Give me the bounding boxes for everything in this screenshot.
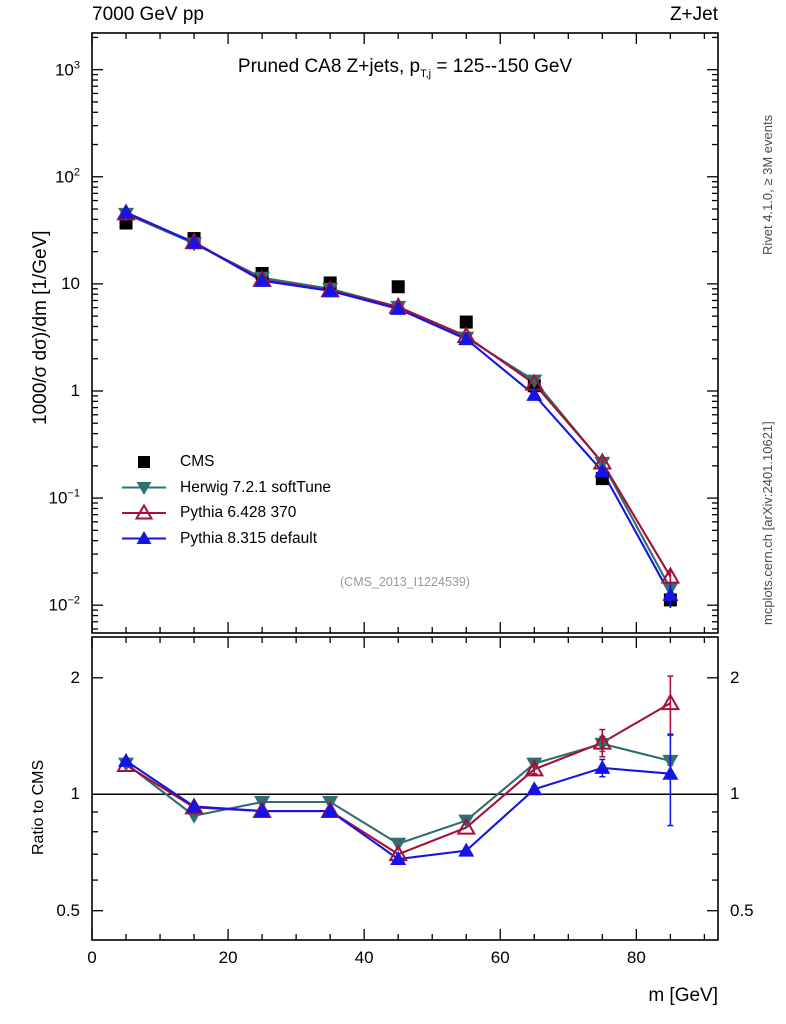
x-tick-label: 40 xyxy=(354,948,374,967)
main-ytick-label: 10−2 xyxy=(48,594,80,615)
ratio-ytick-label-right: 1 xyxy=(730,784,740,804)
main-panel-series xyxy=(116,203,681,609)
plot-title-subscript: T,j xyxy=(420,67,432,80)
header-left-label: 7000 GeV pp xyxy=(92,4,204,25)
marker-triangle-up xyxy=(458,842,475,857)
marker-triangle-up xyxy=(186,234,203,249)
marker-triangle-up xyxy=(662,586,679,601)
marker-triangle-up xyxy=(136,531,152,544)
legend-label-pythia[interactable]: Pythia 8.315 default xyxy=(180,529,318,547)
plot-title-rest: = 125--150 GeV xyxy=(431,56,573,77)
main-ytick-label: 103 xyxy=(54,59,80,79)
ratio-ytick-label-right: 0.5 xyxy=(730,900,754,920)
legend-label-herwig[interactable]: Herwig 7.2.1 softTune xyxy=(180,478,332,496)
marker-triangle-up xyxy=(390,851,407,866)
marker-triangle-up-open xyxy=(592,732,613,750)
marker-triangle-up xyxy=(186,798,203,813)
main-panel-frame xyxy=(91,32,719,634)
marker-triangle-up xyxy=(254,272,271,287)
axes-frames xyxy=(91,32,719,941)
plot-title: Pruned CA8 Z+jets, pT,j = 125--150 GeV xyxy=(238,56,572,80)
marker-triangle-up-open xyxy=(660,693,681,711)
marker-triangle-down xyxy=(526,374,543,389)
main-line-pythia xyxy=(125,211,672,596)
main-line-herwig xyxy=(125,212,672,590)
marker-triangle-up xyxy=(254,803,271,818)
marker-square xyxy=(459,315,473,329)
marker-triangle-up-open xyxy=(660,566,681,584)
marker-triangle-up xyxy=(594,759,611,774)
x-tick-label: 60 xyxy=(490,948,510,967)
legend-label-pythia[interactable]: Pythia 6.428 370 xyxy=(180,504,297,521)
marker-triangle-up xyxy=(322,803,339,818)
ratio-panel-frame xyxy=(91,636,719,941)
x-axis-label: m [GeV] xyxy=(648,985,718,1006)
ratio-ytick-label-left: 2 xyxy=(70,667,80,687)
x-tick-label: 20 xyxy=(218,948,238,967)
marker-triangle-up xyxy=(390,300,407,315)
ratio-ytick-label-left: 1 xyxy=(70,784,80,804)
plot-title-main: Pruned CA8 Z+jets, p xyxy=(237,56,421,77)
main-ytick-label: 1 xyxy=(70,380,80,400)
ratio-line-pythia xyxy=(125,702,671,856)
marker-triangle-up xyxy=(662,765,679,780)
legend-label-cms[interactable]: CMS xyxy=(180,453,215,470)
marker-triangle-up-open xyxy=(524,759,545,777)
ratio-panel-series xyxy=(116,675,681,866)
marker-triangle-down xyxy=(136,482,152,495)
x-tick-label: 0 xyxy=(87,948,97,967)
marker-triangle-up-open xyxy=(456,817,476,835)
ratio-ytick-label-right: 2 xyxy=(730,667,740,687)
marker-triangle-up-open xyxy=(134,503,154,520)
ratio-ytick-label-left: 0.5 xyxy=(56,900,80,920)
legend-markers xyxy=(122,456,166,544)
marker-triangle-up xyxy=(526,386,543,401)
marker-triangle-up xyxy=(594,463,611,478)
x-tick-label: 80 xyxy=(626,948,646,967)
header-right-label: Z+Jet xyxy=(669,4,718,25)
axes-ticks xyxy=(91,33,718,940)
main-ytick-label: 10 xyxy=(61,273,80,293)
main-line-pythia xyxy=(125,212,672,578)
analysis-id-watermark: (CMS_2013_I1224539) xyxy=(340,575,470,589)
marker-square xyxy=(138,456,150,468)
main-ytick-label: 102 xyxy=(54,166,80,187)
marker-triangle-up xyxy=(118,752,135,767)
marker-square xyxy=(391,280,405,294)
marker-triangle-up xyxy=(526,781,543,796)
marker-triangle-up xyxy=(118,204,135,219)
marker-triangle-up xyxy=(322,282,339,297)
marker-triangle-up xyxy=(458,331,475,346)
main-ytick-label: 10−1 xyxy=(48,487,80,508)
